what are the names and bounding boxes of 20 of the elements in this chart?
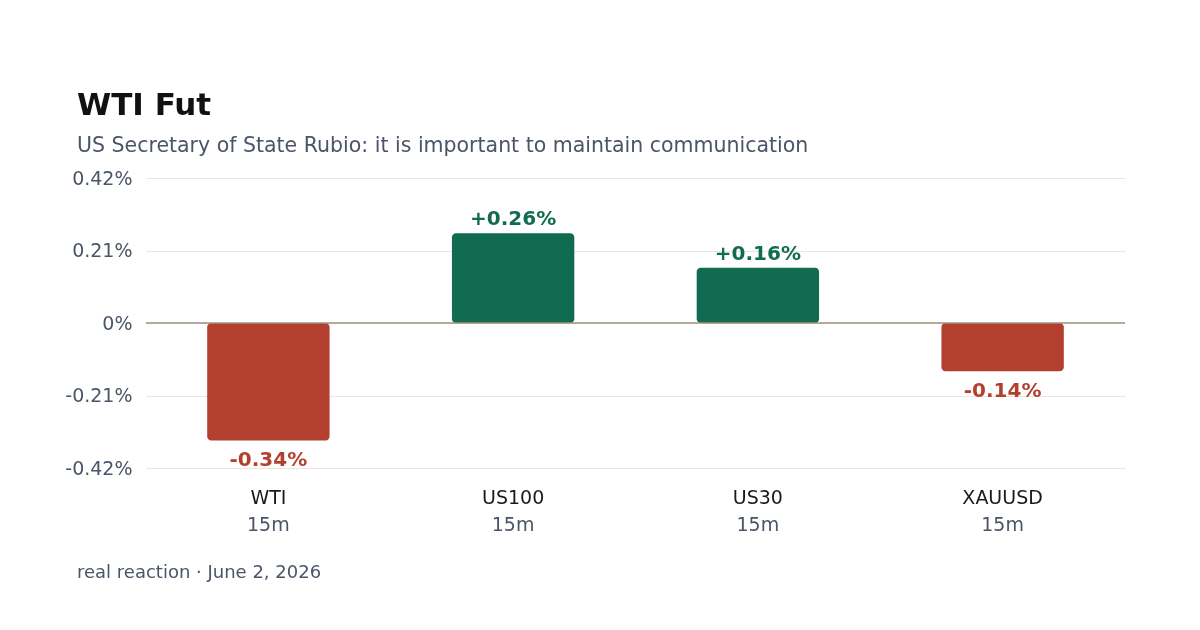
chart-title: WTI Fut — [77, 85, 212, 122]
text: real reaction · June 2, 2026 — [77, 561, 322, 582]
data-label: +0.26% — [470, 206, 557, 231]
y-tick-label: 0.42% — [72, 166, 133, 189]
bar — [207, 323, 330, 441]
y-tick-label: -0.21% — [65, 384, 133, 406]
y-tick-label: 0.21% — [72, 239, 133, 261]
bar — [696, 267, 820, 323]
data-label: +0.16% — [714, 240, 801, 265]
bar — [941, 323, 1064, 372]
data-label: -0.34% — [229, 447, 308, 472]
y-tick-label: -0.42% — [65, 456, 133, 479]
category-label: WTI 15m — [247, 486, 290, 535]
y-tick-label: 0% — [102, 311, 133, 334]
chart-subtitle: US Secretary of State Rubio: it is important to maintain communication — [77, 132, 809, 157]
bar — [451, 233, 575, 323]
category-label: US30 15m — [732, 486, 783, 535]
category-label: XAUUSD 15m — [962, 486, 1043, 535]
data-label: -0.14% — [963, 378, 1042, 403]
category-label: US100 15m — [482, 486, 545, 535]
